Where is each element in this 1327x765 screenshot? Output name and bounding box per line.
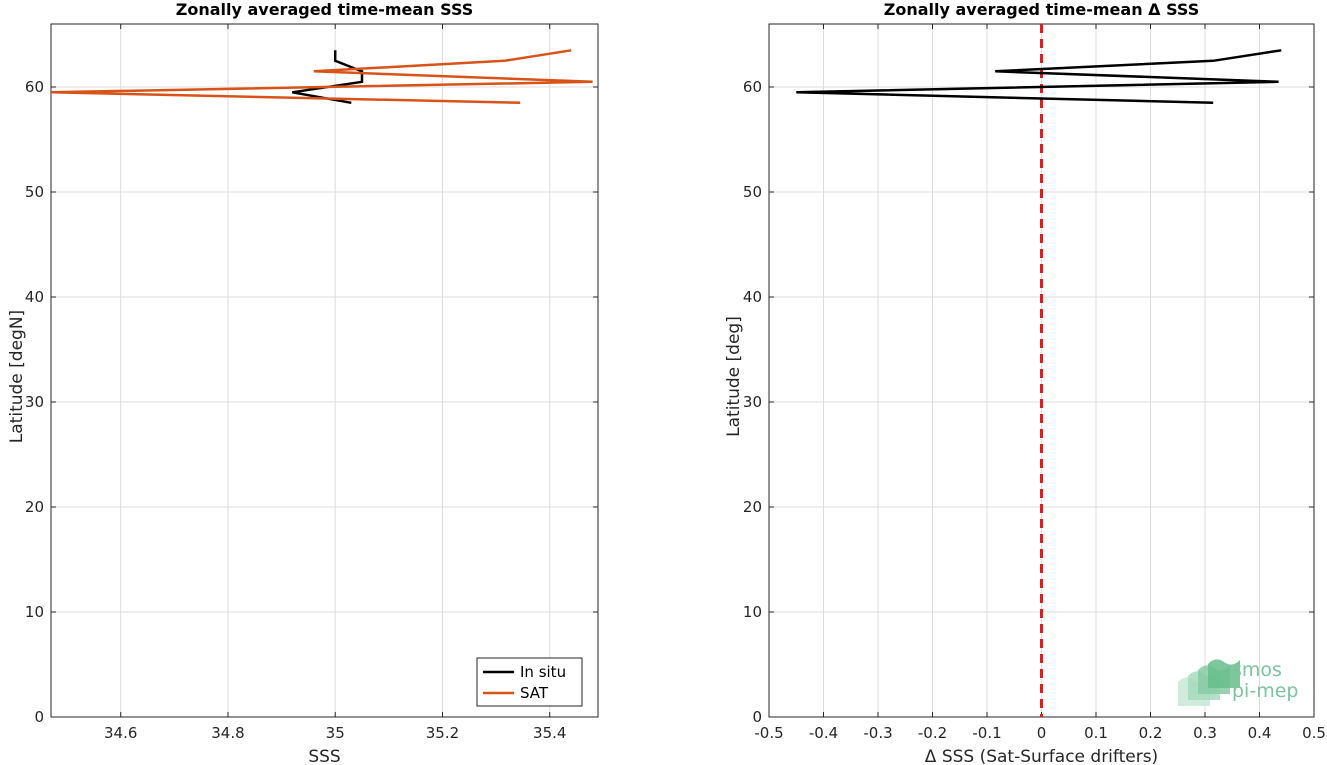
left-axes-frame [50, 23, 599, 718]
right-x-tick-label: 0.1 [1084, 724, 1108, 742]
legend-label: SAT [520, 684, 549, 702]
left-x-tick-label: 35.4 [533, 724, 566, 742]
left-series-line-in-situ [292, 50, 364, 105]
right-y-axis-label: Latitude [deg] [724, 316, 744, 437]
left-chart: 34.6 34.8 35 35.2 35.4 0 10 20 30 40 50 60 Zonally a… [7, 0, 599, 765]
right-x-tick-label: -0.5 [754, 724, 783, 742]
left-y-tick-label: 50 [25, 183, 44, 201]
left-y-tick-label: 0 [34, 708, 44, 726]
logo-text-smos: smos [1232, 659, 1282, 681]
right-x-tick-label: -0.3 [863, 724, 892, 742]
right-x-tick-label: 0.2 [1139, 724, 1163, 742]
left-legend: In situ SAT [476, 657, 583, 707]
right-y-tick-label: 30 [743, 393, 762, 411]
legend-box [476, 657, 583, 707]
right-chart-title: Zonally averaged time-mean Δ SSS [884, 0, 1200, 19]
right-x-tick-label: 0.5 [1302, 724, 1326, 742]
left-y-axis-label: Latitude [degN] [7, 310, 27, 443]
right-x-axis-label: Δ SSS (Sat-Surface drifters) [925, 747, 1158, 765]
right-x-tick-label: -0.4 [809, 724, 838, 742]
right-x-tick-label: -0.2 [918, 724, 947, 742]
right-chart: -0.5 -0.4 -0.3 -0.2 -0.1 0 0.1 0.2 0.3 0.4 0.5 0 10 2… [724, 0, 1326, 765]
right-y-tick-label: 20 [743, 498, 762, 516]
right-y-tick-label: 0 [752, 708, 762, 726]
right-x-tick-label: 0.3 [1193, 724, 1217, 742]
left-x-tick-label: 35 [326, 724, 345, 742]
right-y-tick-label: 60 [743, 78, 762, 96]
right-series-line-delta-sss [796, 49, 1282, 105]
left-x-tick-label: 34.8 [211, 724, 244, 742]
left-y-tick-label: 20 [25, 498, 44, 516]
left-y-tick-label: 40 [25, 288, 44, 306]
left-x-tick-label: 34.6 [104, 724, 137, 742]
logo-wave-shape [1208, 659, 1240, 688]
left-y-tick-label: 30 [25, 393, 44, 411]
right-y-tick-label: 40 [743, 288, 762, 306]
logo-text-pi-mep: pi-mep [1232, 680, 1298, 702]
legend-label: In situ [520, 663, 566, 681]
left-x-axis-label: SSS [308, 747, 340, 765]
left-y-tick-label: 10 [25, 603, 44, 621]
left-y-tick-label: 60 [25, 78, 44, 96]
right-x-tick-label: 0.4 [1248, 724, 1272, 742]
right-x-tick-label: -0.1 [972, 724, 1001, 742]
left-chart-title: Zonally averaged time-mean SSS [176, 0, 474, 19]
right-y-tick-label: 10 [743, 603, 762, 621]
left-x-tick-label: 35.2 [426, 724, 459, 742]
right-y-tick-label: 50 [743, 183, 762, 201]
right-x-tick-label: 0 [1037, 724, 1047, 742]
left-series-line-sat [50, 49, 593, 105]
